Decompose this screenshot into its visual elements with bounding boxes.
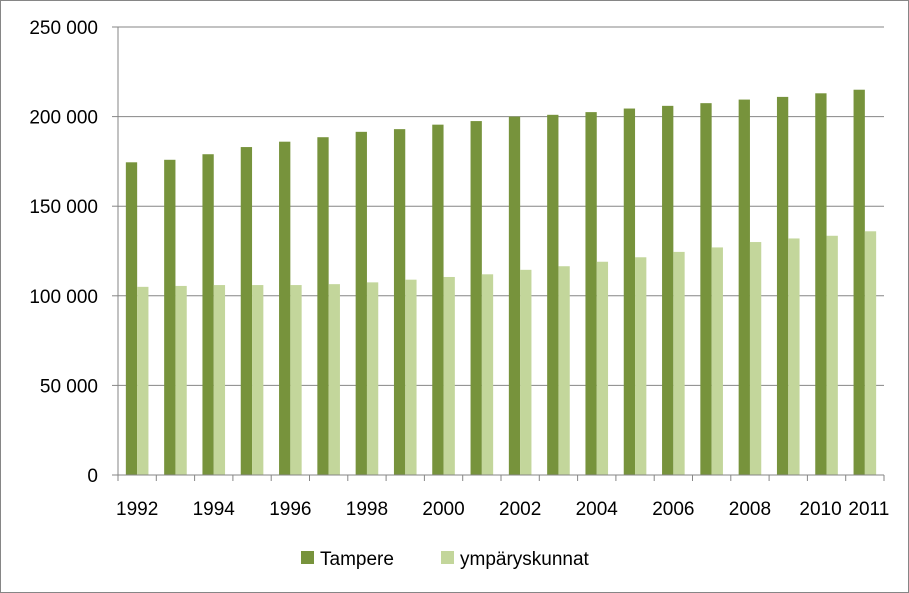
x-tick-label: 1996 — [269, 499, 311, 520]
bar-ymp-ryskunnat-2003 — [558, 266, 570, 475]
bar-tampere-2007 — [700, 103, 712, 475]
axes — [112, 26, 885, 481]
bar-tampere-2000 — [432, 124, 444, 475]
bar-ymp-ryskunnat-2005 — [635, 257, 647, 475]
x-tick-label: 2000 — [422, 499, 464, 520]
x-tick-label: 1998 — [346, 499, 388, 520]
bar-tampere-2003 — [547, 114, 559, 475]
bar-ymp-ryskunnat-2000 — [443, 276, 455, 475]
bar-tampere-2006 — [662, 105, 674, 475]
bar-ymp-ryskunnat-1999 — [405, 279, 417, 475]
bar-ymp-ryskunnat-1993 — [175, 285, 187, 475]
x-tick-label: 1994 — [193, 499, 236, 520]
bar-tampere-1996 — [279, 141, 291, 475]
bar-ymp-ryskunnat-1998 — [366, 282, 379, 475]
bars — [125, 89, 877, 476]
y-tick-label: 50 000 — [40, 376, 98, 397]
bar-ymp-ryskunnat-2002 — [520, 269, 532, 475]
x-axis-tick-labels: 1992 1994 1996 1998 2000 2002 2004 2006 2008 2010… — [116, 499, 889, 520]
bar-tampere-2005 — [623, 108, 636, 475]
legend-label-ymp-ryskunnat: ympäryskunnat — [460, 549, 590, 570]
bar-ymp-ryskunnat-2010 — [826, 235, 838, 475]
y-tick-label: 200 000 — [29, 108, 98, 129]
bar-tampere-1998 — [355, 131, 367, 475]
bar-tampere-2009 — [776, 96, 789, 475]
bar-tampere-2002 — [508, 116, 521, 475]
bar-ymp-ryskunnat-2001 — [481, 274, 494, 475]
bar-ymp-ryskunnat-1995 — [252, 285, 264, 475]
bar-ymp-ryskunnat-2011 — [864, 231, 877, 475]
y-tick-label: 150 000 — [29, 197, 98, 218]
bar-ymp-ryskunnat-2004 — [596, 261, 609, 475]
legend-label-tampere: Tampere — [320, 549, 394, 570]
x-tick-label: 2008 — [729, 499, 771, 520]
bar-ymp-ryskunnat-2006 — [673, 251, 685, 475]
x-tick-label: 2010 — [799, 499, 841, 520]
bar-ymp-ryskunnat-1994 — [213, 285, 226, 475]
x-tick-label: 2004 — [576, 499, 619, 520]
bar-tampere-1997 — [317, 137, 329, 475]
gridlines — [118, 26, 884, 386]
x-tick-label: 2011 — [848, 499, 889, 520]
x-tick-label: 1992 — [116, 499, 158, 520]
bar-ymp-ryskunnat-2007 — [711, 247, 723, 475]
bar-tampere-1995 — [240, 147, 253, 475]
legend-swatch-tampere — [301, 551, 314, 564]
bar-tampere-2011 — [853, 89, 865, 475]
bar-tampere-2008 — [738, 99, 750, 475]
x-tick-label: 2002 — [499, 499, 541, 520]
bar-ymp-ryskunnat-1996 — [290, 285, 302, 475]
bar-tampere-1994 — [202, 154, 214, 476]
bar-tampere-2001 — [470, 121, 482, 475]
bar-ymp-ryskunnat-1992 — [137, 286, 149, 475]
y-axis-tick-labels: 0 50 000 100 000 150 000 200 000 250 000 — [29, 18, 98, 487]
bar-tampere-1992 — [125, 162, 138, 476]
y-tick-label: 100 000 — [29, 287, 98, 308]
bar-tampere-1993 — [164, 159, 176, 476]
bar-tampere-2004 — [585, 112, 597, 476]
bar-ymp-ryskunnat-1997 — [328, 284, 340, 475]
legend-swatch-ymp-ryskunnat — [441, 551, 454, 564]
y-tick-label: 0 — [87, 466, 98, 487]
x-tick-label: 2006 — [652, 499, 694, 520]
y-tick-label: 250 000 — [29, 18, 98, 39]
bar-ymp-ryskunnat-2009 — [788, 238, 800, 475]
bar-tampere-2010 — [815, 93, 827, 476]
bar-tampere-1999 — [393, 129, 406, 475]
legend: Tampere ympäryskunnat — [301, 549, 590, 570]
bar-ymp-ryskunnat-2008 — [749, 242, 762, 475]
